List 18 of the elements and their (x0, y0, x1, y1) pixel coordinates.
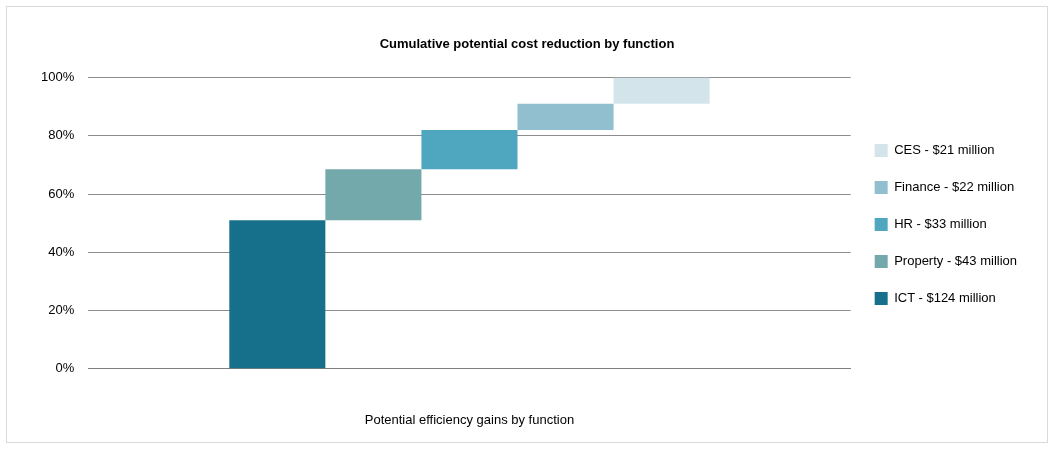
bar (325, 169, 422, 221)
legend-label: Property - $43 million (894, 253, 1017, 269)
y-tick-label: 40% (48, 243, 75, 259)
legend-label: ICT - $124 million (894, 290, 996, 306)
legend-label: CES - $21 million (894, 142, 995, 158)
chart-title: Cumulative potential cost reduction by function (379, 36, 675, 52)
x-axis-title: Potential efficiency gains by function (364, 411, 575, 427)
y-tick-label: 60% (48, 185, 75, 201)
y-tick-label: 80% (48, 127, 75, 143)
y-tick-label: 20% (48, 302, 75, 318)
bar (613, 77, 710, 104)
y-tick-label: 100% (41, 69, 75, 85)
bar (229, 220, 326, 369)
legend-label: HR - $33 million (894, 216, 987, 232)
legend-label: Finance - $22 million (894, 179, 1015, 195)
bar (517, 103, 614, 131)
bar (421, 130, 518, 170)
y-tick-label: 0% (55, 360, 75, 376)
